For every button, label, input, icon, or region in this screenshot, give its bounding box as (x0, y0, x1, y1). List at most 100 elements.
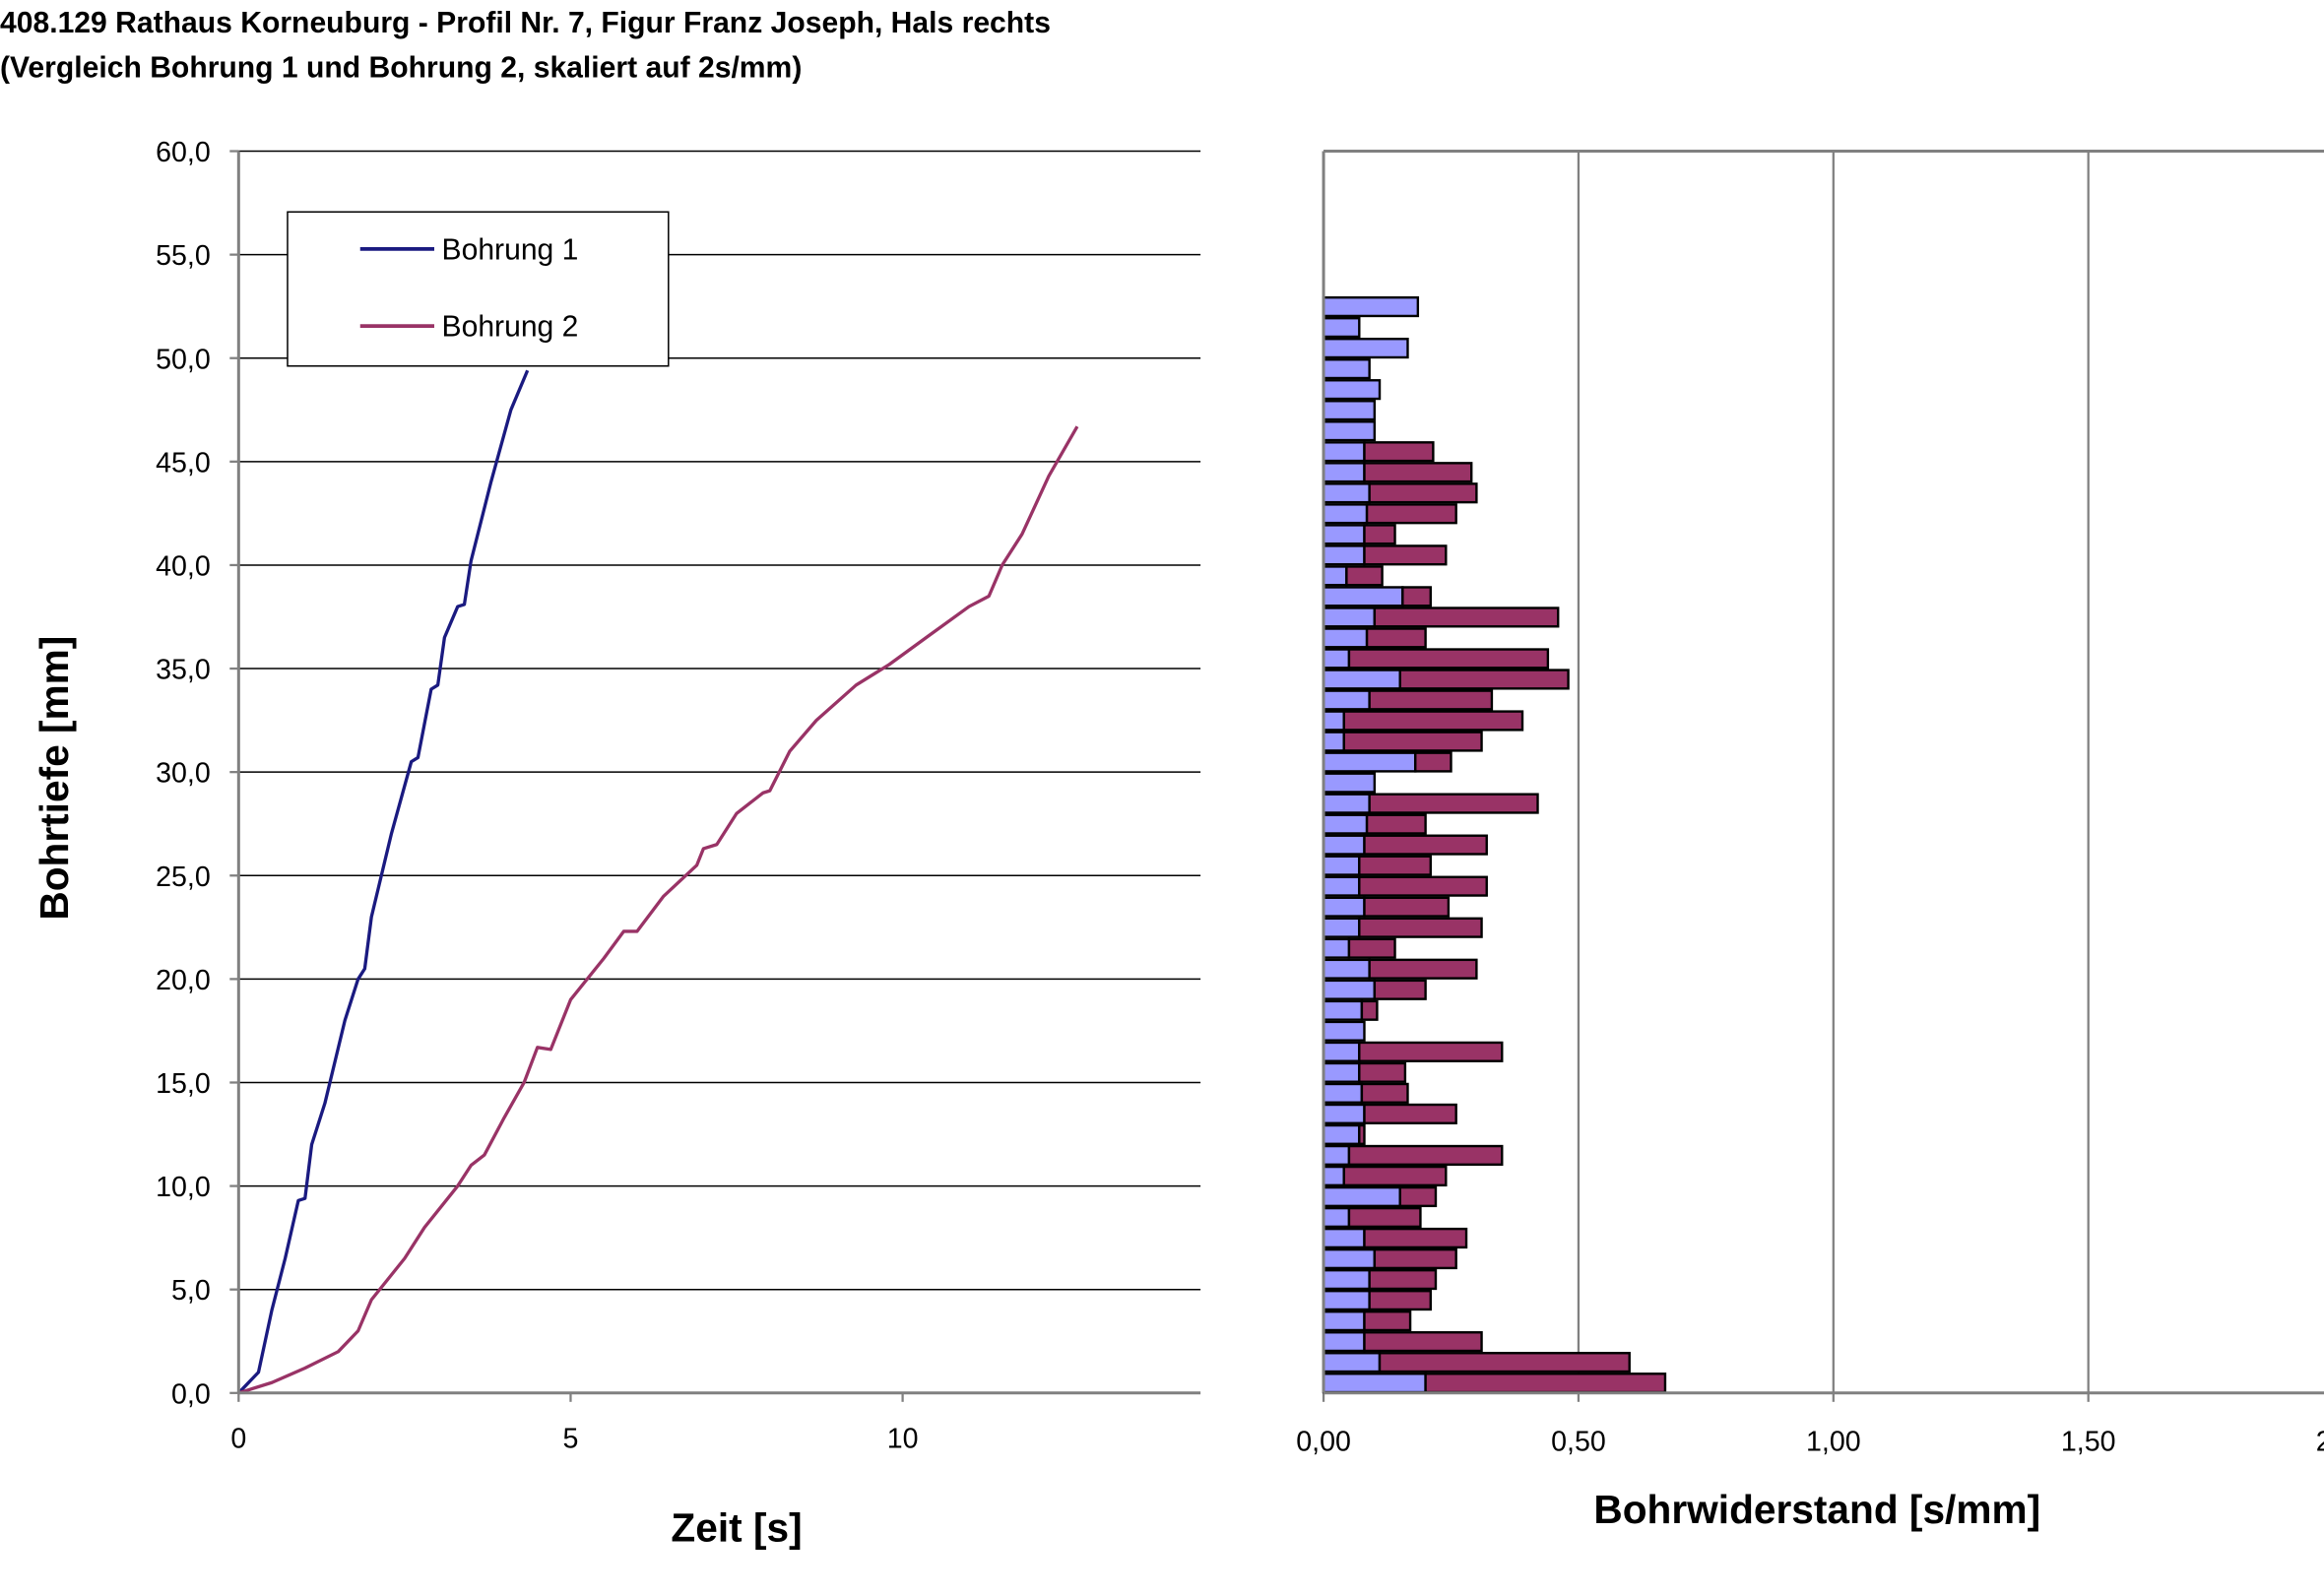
bar-bohrung-1-depth-38 (1322, 586, 1404, 607)
right-x-tick-label: 0,50 (1551, 1426, 1606, 1457)
right-gridlines (1577, 151, 2090, 1393)
bar-bohrung-2-depth-4 (1368, 1289, 1432, 1311)
left-y-tick-label: 20,0 (156, 965, 211, 996)
series-line-bohrung-2 (237, 425, 1079, 1395)
bar-bohrung-2-depth-9 (1398, 1185, 1438, 1208)
bar-bohrung-2-depth-36 (1365, 627, 1427, 649)
bar-bohrung-1-depth-46 (1322, 420, 1377, 442)
left-x-tick-label: 0 (230, 1423, 246, 1454)
bar-bohrung-2-depth-25 (1358, 855, 1432, 876)
bar-bohrung-1-depth-40 (1322, 544, 1366, 566)
bar-bohrung-2-depth-33 (1368, 689, 1494, 711)
chart-title-line2: (Vergleich Bohrung 1 und Bohrung 2, skal… (0, 51, 802, 84)
bar-bohrung-1-depth-4 (1322, 1289, 1371, 1311)
legend-label-bohrung-2: Bohrung 2 (442, 311, 579, 344)
bar-bohrung-1-depth-48 (1322, 379, 1382, 401)
left-x-tick-label: 5 (563, 1423, 579, 1454)
bar-bohrung-2-depth-23 (1363, 896, 1451, 918)
bar-bohrung-1-depth-41 (1322, 524, 1366, 545)
bar-bohrung-1-depth-42 (1322, 503, 1369, 525)
bar-bohrung-2-depth-30 (1414, 751, 1452, 773)
bar-bohrung-2-depth-0 (1424, 1373, 1667, 1394)
left-x-tick-label: 10 (887, 1423, 919, 1454)
bar-bohrung-2-depth-27 (1365, 813, 1427, 835)
bar-bohrung-1-depth-1 (1322, 1352, 1382, 1373)
bar-bohrung-1-depth-9 (1322, 1185, 1401, 1208)
bar-bohrung-2-depth-43 (1368, 482, 1478, 504)
bar-bohrung-1-depth-15 (1322, 1061, 1361, 1083)
bar-bohrung-2-depth-14 (1360, 1082, 1409, 1104)
bar-bohrung-2-depth-41 (1363, 524, 1396, 545)
bar-bohrung-2-depth-16 (1358, 1041, 1504, 1062)
bar-bohrung-1-depth-19 (1322, 979, 1377, 1000)
right-x-tick-label: 1,50 (2061, 1426, 2116, 1457)
bar-bohrung-1-depth-35 (1322, 648, 1351, 670)
left-y-tick-label: 45,0 (156, 447, 211, 479)
bar-bohrung-1-depth-32 (1322, 710, 1345, 732)
bar-bohrung-1-depth-17 (1322, 1020, 1366, 1042)
bar-bohrung-1-depth-44 (1322, 462, 1366, 483)
legend: Bohrung 1 Bohrung 2 (287, 211, 670, 367)
bar-bohrung-2-depth-1 (1378, 1352, 1631, 1373)
left-y-tick-label: 50,0 (156, 344, 211, 375)
left-y-tick-label: 60,0 (156, 137, 211, 168)
bar-bohrung-1-depth-47 (1322, 400, 1377, 421)
bar-bohrung-2-depth-5 (1368, 1268, 1438, 1291)
bar-bohrung-1-depth-27 (1322, 813, 1369, 835)
bar-bohrung-1-depth-16 (1322, 1041, 1361, 1062)
bar-bohrung-1-depth-12 (1322, 1123, 1361, 1145)
bar-bohrung-1-depth-31 (1322, 731, 1345, 752)
bar-bohrung-2-depth-13 (1363, 1103, 1457, 1124)
legend-label-bohrung-1: Bohrung 1 (442, 233, 579, 266)
bar-bohrung-1-depth-29 (1322, 772, 1377, 794)
bar-bohrung-1-depth-0 (1322, 1373, 1427, 1394)
bar-bohrung-1-depth-11 (1322, 1144, 1351, 1167)
bar-bohrung-1-depth-5 (1322, 1268, 1371, 1291)
left-y-tick-label: 25,0 (156, 862, 211, 893)
bar-bohrung-1-depth-33 (1322, 689, 1371, 711)
right-x-tick-label: 2,00 (2316, 1426, 2324, 1457)
bar-bohrung-2-depth-7 (1363, 1227, 1468, 1249)
left-y-tick-label: 10,0 (156, 1172, 211, 1203)
bar-bohrung-1-depth-10 (1322, 1165, 1345, 1187)
bar-bohrung-2-depth-45 (1363, 441, 1435, 463)
bar-bohrung-1-depth-8 (1322, 1206, 1351, 1229)
bar-bohrung-1-depth-2 (1322, 1331, 1366, 1353)
bar-bohrung-1-depth-7 (1322, 1227, 1366, 1249)
bar-bohrung-2-depth-21 (1347, 937, 1396, 959)
right-x-tick-label: 0,00 (1296, 1426, 1351, 1457)
left-series-lines (237, 369, 1079, 1395)
bar-bohrung-2-depth-31 (1342, 731, 1483, 752)
bar-bohrung-2-depth-20 (1368, 958, 1478, 980)
bar-bohrung-2-depth-34 (1398, 669, 1570, 690)
bar-bohrung-1-depth-49 (1322, 358, 1371, 380)
bar-bohrung-1-depth-45 (1322, 441, 1366, 463)
bar-bohrung-2-depth-12 (1358, 1123, 1366, 1145)
bar-bohrung-1-depth-52 (1322, 295, 1420, 318)
bar-bohrung-1-depth-34 (1322, 669, 1401, 690)
bar-bohrung-2-depth-35 (1347, 648, 1550, 670)
bar-bohrung-2-depth-11 (1347, 1144, 1504, 1167)
bar-bohrung-2-depth-18 (1360, 999, 1379, 1021)
left-y-axis-label: Bohrtiefe [mm] (32, 636, 77, 921)
bar-bohrung-1-depth-51 (1322, 316, 1361, 339)
bar-bohrung-2-depth-6 (1373, 1247, 1457, 1270)
bar-bohrung-2-depth-44 (1363, 462, 1473, 483)
left-y-tick-label: 15,0 (156, 1068, 211, 1100)
bar-bohrung-1-depth-50 (1322, 338, 1409, 359)
bar-bohrung-2-depth-22 (1358, 917, 1483, 938)
right-x-ticks: 0,00 0,50 1,00 1,50 2,00 (1296, 1392, 2324, 1457)
right-bars (1322, 295, 1667, 1394)
left-y-tick-label: 35,0 (156, 655, 211, 686)
bar-bohrung-2-depth-39 (1345, 565, 1384, 587)
left-y-tick-label: 5,0 (171, 1275, 211, 1307)
bar-bohrung-2-depth-32 (1342, 710, 1524, 732)
left-x-axis-label: Zeit [s] (671, 1504, 802, 1550)
bar-bohrung-1-depth-6 (1322, 1247, 1377, 1270)
left-x-ticks: 0 5 10 (230, 1392, 919, 1454)
bar-bohrung-1-depth-13 (1322, 1103, 1366, 1124)
bar-bohrung-2-depth-40 (1363, 544, 1448, 566)
bar-bohrung-1-depth-14 (1322, 1082, 1364, 1104)
bar-bohrung-1-depth-37 (1322, 606, 1377, 628)
bar-bohrung-2-depth-3 (1363, 1310, 1412, 1332)
